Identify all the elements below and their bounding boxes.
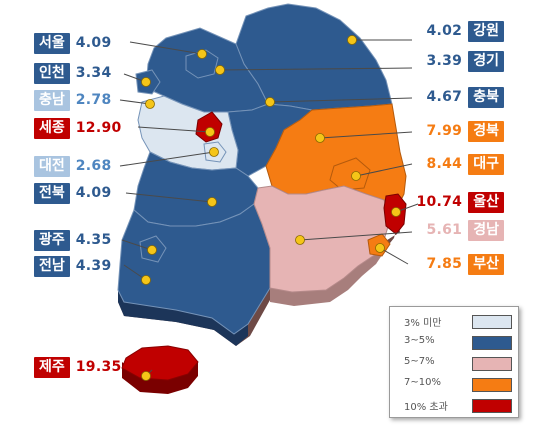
region-name: 충남 (34, 89, 70, 111)
region-name: 울산 (468, 191, 504, 213)
region-label-gwangju: 광주 4.35 (34, 229, 112, 251)
region-value: 4.35 (75, 232, 112, 248)
region-label-chungbuk: 4.67 충북 (426, 86, 504, 108)
region-name: 광주 (34, 229, 70, 251)
legend-item: 3~5% (390, 334, 518, 352)
region-sejong[interactable] (195, 111, 223, 143)
region-name: 서울 (34, 32, 70, 54)
legend-swatch (472, 315, 512, 329)
marker-incheon[interactable] (141, 77, 151, 87)
region-name: 경기 (468, 50, 504, 72)
leader-lines (119, 39, 419, 377)
region-label-sejong: 세종 12.90 (34, 117, 122, 139)
marker-gyeonggi[interactable] (215, 65, 225, 75)
extrusion-gyeongnam-side (270, 240, 384, 306)
region-label-jeonnam: 전남 4.39 (34, 255, 112, 277)
legend-label: 5~7% (404, 356, 435, 367)
marker-jeju[interactable] (141, 371, 151, 381)
region-name: 강원 (468, 20, 504, 42)
marker-gangwon[interactable] (347, 35, 357, 45)
marker-gwangju[interactable] (147, 245, 157, 255)
region-label-gyeonggi: 3.39 경기 (426, 50, 504, 72)
region-label-incheon: 인천 3.34 (34, 62, 112, 84)
marker-jeonbuk[interactable] (207, 197, 217, 207)
marker-seoul[interactable] (197, 49, 207, 59)
region-seoul[interactable] (185, 49, 219, 79)
region-name: 충북 (468, 86, 504, 108)
region-jeju[interactable] (121, 345, 199, 381)
marker-daegu[interactable] (351, 171, 361, 181)
region-value: 3.39 (426, 53, 463, 69)
region-value: 12.90 (75, 120, 122, 136)
region-label-ulsan: 10.74 울산 (416, 191, 504, 213)
region-name: 경남 (468, 219, 504, 241)
region-label-gangwon: 4.02 강원 (426, 20, 504, 42)
region-name: 인천 (34, 62, 70, 84)
extrusion-jeju (122, 362, 198, 394)
legend-label: 3% 미만 (404, 318, 442, 329)
region-label-seoul: 서울 4.09 (34, 32, 112, 54)
legend-swatch (472, 336, 512, 350)
region-name: 경북 (468, 120, 504, 142)
marker-daejeon[interactable] (209, 147, 219, 157)
region-label-gyeongnam: 5.61 경남 (426, 219, 504, 241)
region-label-daejeon: 대전 2.68 (34, 155, 112, 177)
marker-jeonnam[interactable] (141, 275, 151, 285)
legend-item: 10% 초과 (390, 397, 518, 415)
marker-gyeongnam[interactable] (295, 235, 305, 245)
region-value: 10.74 (416, 194, 463, 210)
region-value: 4.02 (426, 23, 463, 39)
region-value: 4.39 (75, 258, 112, 274)
region-value: 7.85 (426, 256, 463, 272)
region-value: 4.67 (426, 89, 463, 105)
region-name: 부산 (468, 253, 504, 275)
region-value: 5.61 (426, 222, 463, 238)
marker-chungnam[interactable] (145, 99, 155, 109)
extrusion-jeonnam-side (118, 290, 248, 346)
region-name: 세종 (34, 117, 70, 139)
legend-item: 5~7% (390, 355, 518, 373)
region-label-gyeongbuk: 7.99 경북 (426, 120, 504, 142)
legend-swatch (472, 399, 512, 413)
marker-ulsan[interactable] (391, 207, 401, 217)
legend-item: 3% 미만 (390, 313, 518, 331)
region-value: 19.35 (75, 359, 122, 375)
legend-label: 3~5% (404, 335, 435, 346)
legend-label: 10% 초과 (404, 402, 448, 413)
region-name: 대구 (468, 153, 504, 175)
legend-item: 7~10% (390, 376, 518, 394)
legend-label: 7~10% (404, 377, 441, 388)
region-name: 전북 (34, 182, 70, 204)
marker-busan[interactable] (375, 243, 385, 253)
legend-swatch (472, 378, 512, 392)
region-markers (141, 35, 401, 381)
region-label-busan: 7.85 부산 (426, 253, 504, 275)
region-label-chungnam: 충남 2.78 (34, 89, 112, 111)
region-value: 2.68 (75, 158, 112, 174)
marker-sejong[interactable] (205, 127, 215, 137)
marker-gyeongbuk[interactable] (315, 133, 325, 143)
map-legend: 3% 미만 3~5% 5~7% 7~10% 10% 초과 (389, 306, 519, 418)
region-name: 전남 (34, 255, 70, 277)
region-value: 8.44 (426, 156, 463, 172)
region-value: 2.78 (75, 92, 112, 108)
region-value: 7.99 (426, 123, 463, 139)
region-value: 4.09 (75, 35, 112, 51)
region-label-jeju: 제주 19.35 (34, 356, 122, 378)
region-value: 3.34 (75, 65, 112, 81)
map-regions (117, 3, 407, 381)
region-label-daegu: 8.44 대구 (426, 153, 504, 175)
region-label-jeonbuk: 전북 4.09 (34, 182, 112, 204)
legend-swatch (472, 357, 512, 371)
marker-chungbuk[interactable] (265, 97, 275, 107)
region-daegu[interactable] (329, 157, 371, 191)
region-name: 제주 (34, 356, 70, 378)
region-name: 대전 (34, 155, 70, 177)
map-extrusion (118, 222, 400, 394)
region-value: 4.09 (75, 185, 112, 201)
